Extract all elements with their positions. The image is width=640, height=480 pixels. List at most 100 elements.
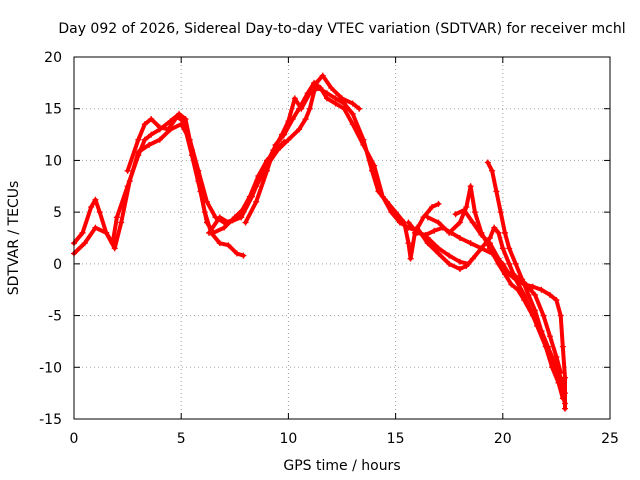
data-point-marker bbox=[323, 95, 330, 102]
data-point-marker bbox=[315, 85, 322, 92]
data-point-marker bbox=[452, 211, 459, 218]
data-point-marker bbox=[559, 390, 566, 397]
data-point-marker bbox=[551, 364, 558, 371]
chart-title: Day 092 of 2026, Sidereal Day-to-day VTE… bbox=[58, 21, 625, 37]
data-point-marker bbox=[296, 126, 303, 133]
y-tick-label: 5 bbox=[53, 205, 62, 221]
data-point-marker bbox=[298, 105, 305, 112]
data-point-marker bbox=[238, 214, 245, 221]
data-point-marker bbox=[561, 400, 568, 407]
x-tick-label: 5 bbox=[177, 431, 186, 447]
data-point-marker bbox=[96, 209, 103, 216]
data-point-marker bbox=[148, 131, 155, 138]
data-point-marker bbox=[489, 167, 496, 174]
data-point-marker bbox=[506, 260, 513, 267]
data-point-marker bbox=[429, 203, 436, 210]
data-point-marker bbox=[446, 252, 453, 259]
data-point-marker bbox=[486, 240, 493, 247]
data-point-marker bbox=[499, 245, 506, 252]
data-point-marker bbox=[141, 136, 148, 143]
data-point-marker bbox=[369, 167, 376, 174]
data-point-marker bbox=[446, 260, 453, 267]
data-point-marker bbox=[512, 260, 519, 267]
data-point-marker bbox=[392, 209, 399, 216]
data-point-marker bbox=[384, 198, 391, 205]
plot-frame bbox=[73, 56, 611, 420]
y-tick-label: 0 bbox=[53, 257, 62, 273]
data-point-marker bbox=[405, 219, 412, 226]
data-point-marker bbox=[203, 219, 210, 226]
data-point-marker bbox=[188, 152, 195, 159]
data-point-marker bbox=[302, 116, 309, 123]
data-point-marker bbox=[135, 149, 142, 156]
axis-ticks: 0 5 10 15 20 25 -15 -10 -5 0 5 10 15 20 bbox=[39, 50, 619, 447]
data-point-marker bbox=[148, 116, 155, 123]
data-point-marker bbox=[424, 240, 431, 247]
data-point-marker bbox=[456, 219, 463, 226]
x-tick-label: 20 bbox=[494, 431, 512, 447]
data-point-marker bbox=[81, 240, 88, 247]
data-point-marker bbox=[285, 136, 292, 143]
data-point-marker bbox=[435, 245, 442, 252]
x-tick-label: 10 bbox=[279, 431, 297, 447]
data-point-marker bbox=[435, 250, 442, 257]
data-point-marker bbox=[463, 203, 470, 210]
data-point-marker bbox=[349, 100, 356, 107]
satellite-track-1-trace bbox=[72, 111, 246, 258]
data-point-marker bbox=[203, 198, 210, 205]
data-point-marker bbox=[414, 224, 421, 231]
data-point-marker bbox=[431, 227, 438, 234]
data-point-marker bbox=[491, 224, 498, 231]
grid bbox=[74, 57, 610, 419]
data-point-marker bbox=[242, 219, 249, 226]
satellite-track-10 bbox=[452, 207, 564, 376]
data-point-marker bbox=[270, 147, 277, 154]
data-point-marker bbox=[360, 136, 367, 143]
data-point-marker bbox=[124, 167, 131, 174]
satellite-track-8 bbox=[424, 183, 568, 397]
data-point-marker bbox=[126, 178, 133, 185]
data-point-marker bbox=[375, 188, 382, 195]
satellite-track-1 bbox=[71, 110, 247, 259]
data-point-marker bbox=[495, 255, 502, 262]
data-point-marker bbox=[118, 219, 125, 226]
data-point-marker bbox=[349, 110, 356, 117]
data-point-marker bbox=[141, 121, 148, 128]
data-point-marker bbox=[506, 245, 513, 252]
data-point-marker bbox=[146, 141, 153, 148]
data-point-marker bbox=[435, 219, 442, 226]
data-point-marker bbox=[165, 126, 172, 133]
data-point-marker bbox=[92, 224, 99, 231]
satellite-track-3-trace bbox=[125, 73, 362, 235]
data-point-marker bbox=[456, 235, 463, 241]
satellite-track-10-trace bbox=[453, 208, 563, 375]
data-point-marker bbox=[88, 203, 95, 210]
data-point-marker bbox=[561, 405, 568, 412]
data-point-marker bbox=[495, 229, 502, 236]
data-point-marker bbox=[531, 307, 538, 314]
x-tick-label: 15 bbox=[387, 431, 405, 447]
data-point-marker bbox=[486, 235, 493, 241]
data-point-marker bbox=[291, 95, 298, 102]
y-axis-label: SDTVAR / TECUs bbox=[6, 181, 22, 296]
data-point-marker bbox=[512, 273, 519, 280]
data-point-marker bbox=[529, 283, 536, 290]
data-point-marker bbox=[135, 136, 142, 143]
satellite-track-9-trace bbox=[485, 160, 567, 406]
data-point-marker bbox=[456, 266, 463, 273]
data-point-marker bbox=[493, 188, 500, 195]
data-point-marker bbox=[546, 291, 553, 298]
y-tick-label: 20 bbox=[44, 50, 62, 66]
data-point-marker bbox=[557, 312, 564, 319]
data-point-marker bbox=[176, 110, 183, 117]
data-point-marker bbox=[497, 209, 504, 216]
data-point-marker bbox=[504, 269, 511, 276]
data-point-marker bbox=[233, 250, 240, 257]
data-point-marker bbox=[508, 281, 515, 288]
data-point-marker bbox=[180, 118, 187, 125]
data-point-marker bbox=[332, 100, 339, 107]
data-point-marker bbox=[349, 121, 356, 128]
data-point-marker bbox=[424, 214, 431, 221]
